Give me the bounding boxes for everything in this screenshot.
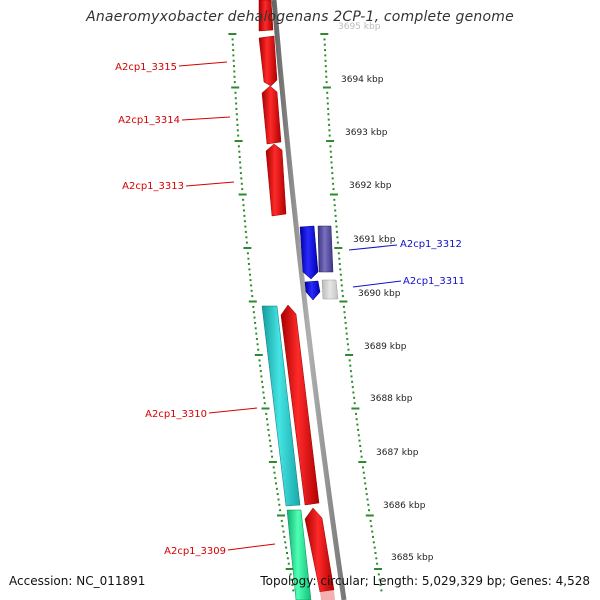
gene-A2cp1-3311[interactable]: [304, 279, 339, 301]
label-leader-lines: [178, 61, 402, 551]
kbp-label-3685: 3685 kbp: [391, 553, 434, 563]
genome-backbone: [271, 0, 347, 600]
genome-stats-text: Topology: circular; Length: 5,029,329 bp…: [260, 574, 590, 588]
gene-A2cp1-3310-red[interactable]: [280, 304, 320, 506]
gene-A2cp1-3313[interactable]: [265, 143, 287, 217]
gene-label-3314: A2cp1_3314: [118, 115, 180, 126]
gene-A2cp1-3315[interactable]: [258, 0, 278, 87]
gene-A2cp1-3314[interactable]: [261, 85, 282, 145]
gene-label-3312: A2cp1_3312: [400, 239, 462, 250]
genome-title: Anaeromyxobacter dehalogenans 2CP-1, com…: [86, 9, 514, 25]
kbp-label-3693: 3693 kbp: [345, 128, 388, 138]
feature-green-block[interactable]: [286, 509, 312, 600]
kbp-label-3690: 3690 kbp: [358, 289, 401, 299]
gene-label-3315: A2cp1_3315: [115, 62, 177, 73]
kbp-label-3691: 3691 kbp: [353, 235, 396, 245]
gene-labels: A2cp1_3315 A2cp1_3314 A2cp1_3313 A2cp1_3…: [115, 62, 465, 557]
gene-label-3313: A2cp1_3313: [122, 181, 184, 192]
kbp-label-3686: 3686 kbp: [383, 501, 426, 511]
gene-A2cp1-3312[interactable]: [299, 225, 334, 280]
gene-label-3311: A2cp1_3311: [403, 276, 465, 287]
accession-text: Accession: NC_011891: [9, 574, 146, 588]
feature-cyan-block[interactable]: [261, 305, 301, 507]
kbp-label-3689: 3689 kbp: [364, 342, 407, 352]
kbp-label-3692: 3692 kbp: [349, 181, 392, 191]
kbp-label-3688: 3688 kbp: [370, 394, 413, 404]
kbp-label-3694: 3694 kbp: [341, 75, 384, 85]
tick-scale-left: [228, 33, 295, 592]
kbp-labels: 3695 kbp 3694 kbp 3693 kbp 3692 kbp 3691…: [338, 22, 434, 563]
kbp-label-3695: 3695 kbp: [338, 22, 381, 32]
gene-label-3309: A2cp1_3309: [164, 546, 226, 557]
gene-label-3310: A2cp1_3310: [145, 409, 207, 420]
kbp-label-3687: 3687 kbp: [376, 448, 419, 458]
gene-A2cp1-3309-red[interactable]: [304, 507, 335, 600]
tick-scale-right: [320, 33, 383, 592]
